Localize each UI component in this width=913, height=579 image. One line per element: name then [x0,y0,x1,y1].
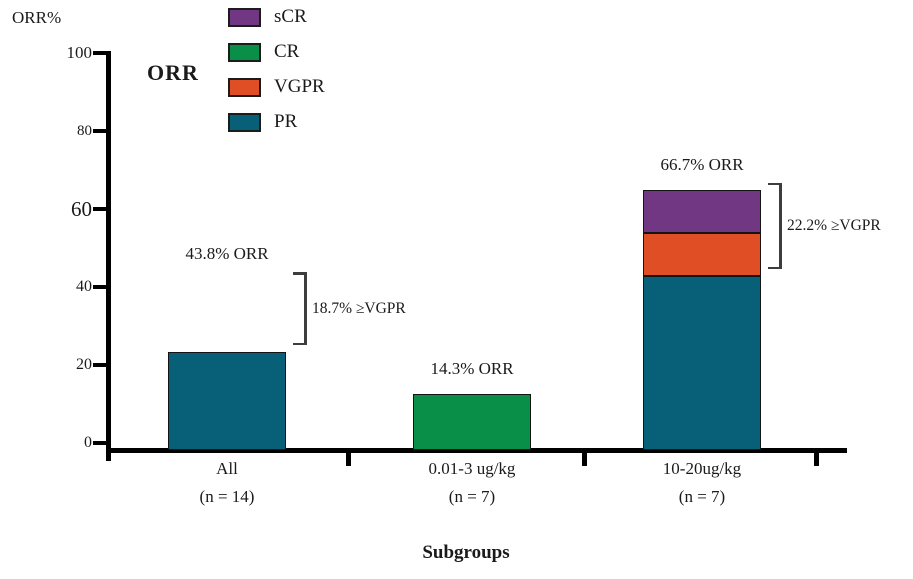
y-axis-tick-label: 80 [77,123,92,139]
y-axis-tick [93,441,107,445]
bracket-line [779,182,782,270]
x-axis-tick [582,452,587,466]
bar-segment-VGPR [643,233,761,277]
y-axis-tick-label: 60 [71,197,92,221]
bar-segment-CR [413,394,531,450]
legend: sCR CR VGPR PR [228,6,325,133]
bar-segment-sCR [643,189,761,234]
y-axis-tick-label: 0 [84,434,92,451]
x-axis-n-label: (n = 7) [448,487,496,506]
y-axis-tick [93,285,107,289]
y-axis-tick-label: 40 [76,278,92,295]
bar-segment-PR [643,276,761,450]
bracket-arm-bottom [768,266,779,270]
legend-swatch-sCR [228,7,261,27]
bracket-line [304,272,307,346]
x-axis-tick [814,452,819,466]
y-axis-tick [93,129,107,133]
bracket-label: 22.2% ≥VGPR [787,217,881,235]
y-axis-tick [93,51,107,55]
legend-item-VGPR: VGPR [228,76,325,98]
chart-title: ORR [147,60,199,85]
y-axis-tick-label: 100 [66,43,93,62]
legend-label: sCR [274,6,307,27]
x-axis-n-label: (n = 14) [199,487,255,506]
bracket-arm-top [768,182,779,186]
legend-label: PR [274,111,298,132]
x-axis-line [106,448,847,453]
y-axis-tick [93,363,107,367]
x-axis-title: Subgroups [422,542,510,563]
y-axis-line [106,51,111,461]
orr-value-label: 43.8% ORR [185,244,269,264]
legend-label: VGPR [274,76,325,97]
legend-swatch-PR [228,112,261,132]
legend-swatch-CR [228,42,261,62]
bracket-label: 18.7% ≥VGPR [312,299,406,317]
x-axis-n-label: (n = 7) [678,487,726,506]
bar-segment-PR [168,352,286,450]
legend-label: CR [274,41,300,62]
x-axis-tick [346,452,351,466]
legend-item-PR: PR [228,111,325,133]
legend-item-sCR: sCR [228,6,325,28]
legend-swatch-VGPR [228,77,261,97]
bracket-arm-top [293,272,304,275]
y-axis-tick [93,207,107,211]
orr-value-label: 14.3% ORR [430,359,514,379]
x-axis-category-label: 10-20ug/kg [662,459,742,478]
legend-item-CR: CR [228,41,325,63]
y-axis-tick-label: 20 [76,356,92,373]
x-axis-category-label: All [216,459,238,478]
bracket-arm-bottom [293,342,304,346]
y-axis-title: ORR% [12,8,62,27]
x-axis-category-label: 0.01-3 ug/kg [428,459,516,478]
orr-value-label: 66.7% ORR [660,154,744,174]
